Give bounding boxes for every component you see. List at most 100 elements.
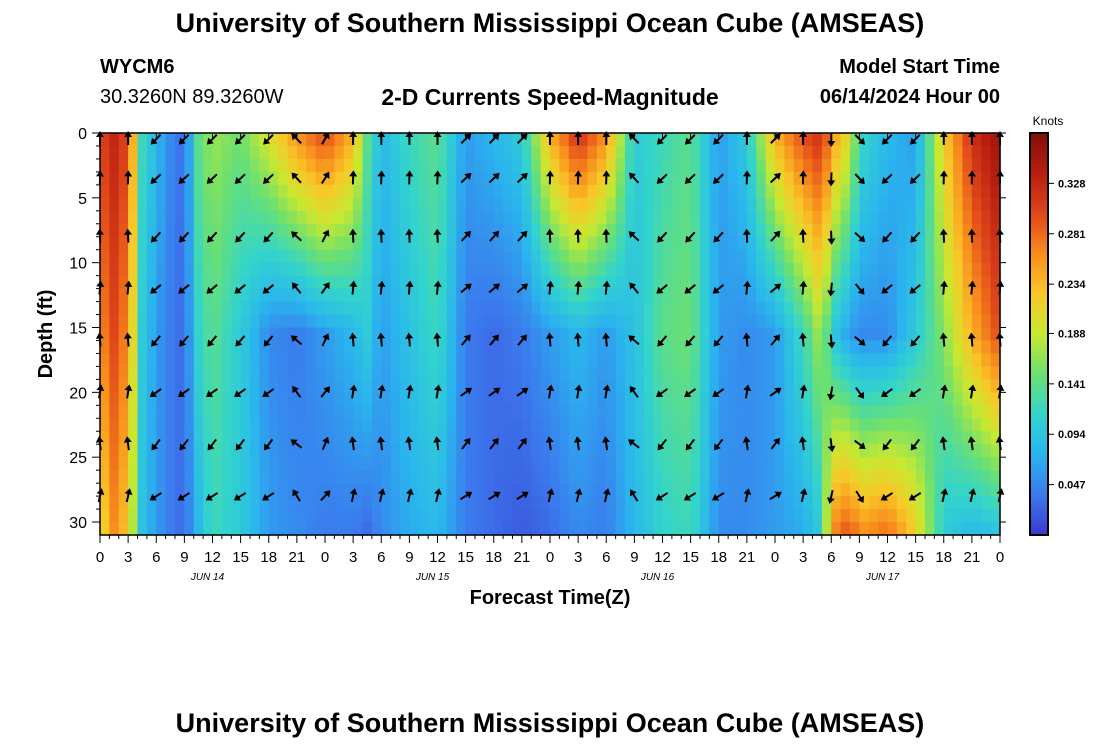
heatmap-cell [606, 444, 617, 458]
heatmap-cell [296, 392, 307, 406]
heatmap-cell [146, 353, 157, 368]
heatmap-cell [381, 366, 392, 380]
heatmap-cell [653, 288, 664, 303]
heatmap-cell [409, 444, 420, 458]
current-arrow [149, 388, 162, 398]
x-tick-label: 9 [855, 549, 863, 566]
heatmap-cell [878, 457, 889, 471]
heatmap-cell [503, 301, 514, 316]
heatmap-cell [934, 457, 945, 471]
heatmap-cell [850, 405, 860, 419]
current-arrow [546, 488, 555, 503]
heatmap-cell [193, 457, 204, 471]
heatmap-cell [184, 249, 195, 264]
heatmap-cell [400, 158, 410, 173]
heatmap-cell [250, 340, 260, 355]
heatmap-cell [728, 366, 739, 380]
heatmap-cell [850, 379, 860, 393]
heatmap-cell [175, 275, 185, 290]
heatmap-cell [296, 236, 307, 251]
heatmap-cell [671, 236, 682, 251]
heatmap-cell [390, 158, 401, 173]
heatmap-cell [409, 509, 420, 523]
current-arrow-head [826, 497, 835, 504]
heatmap-cell [287, 197, 298, 212]
heatmap-cell [896, 327, 907, 342]
heatmap-cell [859, 262, 870, 277]
current-arrow-head [463, 437, 471, 446]
heatmap-cell [746, 210, 757, 225]
heatmap-cell [990, 171, 1001, 186]
current-arrow-head [349, 384, 358, 392]
heatmap-cell [325, 158, 335, 173]
heatmap-cell [765, 509, 776, 523]
heatmap-cell [418, 314, 429, 329]
heatmap-cell [681, 444, 692, 458]
current-arrow [684, 284, 696, 294]
current-arrow [262, 173, 274, 184]
current-arrow [321, 229, 330, 243]
heatmap-cell [493, 249, 504, 264]
current-arrow-head [573, 436, 582, 443]
heatmap-cell [418, 392, 429, 406]
current-arrow-head [629, 385, 637, 394]
heatmap-cell [990, 366, 1001, 380]
heatmap-cell [306, 431, 317, 445]
heatmap-cell [878, 379, 889, 393]
current-arrow-head [178, 286, 186, 294]
date-label: JUN 14 [190, 572, 225, 583]
heatmap-cell [231, 197, 242, 212]
heatmap-cell [821, 392, 832, 406]
heatmap-cell [390, 262, 401, 277]
heatmap-cell [212, 340, 223, 355]
heatmap-cell [231, 249, 242, 264]
heatmap-cell [371, 457, 382, 471]
current-arrow [909, 134, 921, 145]
current-arrow-head [628, 439, 636, 447]
heatmap-cell [437, 171, 448, 186]
heatmap-cell [100, 457, 110, 471]
heatmap-cell [728, 353, 739, 368]
current-arrow-head [799, 280, 808, 287]
heatmap-cell [137, 483, 148, 497]
current-arrow [321, 333, 330, 347]
heatmap-cell [971, 301, 982, 316]
heatmap-cell [765, 145, 776, 160]
heatmap-cell [643, 275, 654, 290]
heatmap-cell [662, 496, 673, 510]
heatmap-cell [203, 262, 214, 277]
heatmap-cell [587, 496, 598, 510]
heatmap-cell [896, 366, 907, 380]
heatmap-cell [700, 171, 710, 186]
heatmap-cell [831, 496, 842, 510]
current-arrow [655, 492, 669, 501]
heatmap-cell [578, 314, 589, 329]
heatmap-cell [109, 197, 120, 212]
heatmap-cell [746, 509, 757, 523]
heatmap-cell [193, 405, 204, 419]
heatmap-cell [540, 184, 551, 199]
heatmap-cell [850, 392, 860, 406]
heatmap-cell [784, 418, 795, 432]
heatmap-cell [165, 327, 176, 342]
heatmap-cell [925, 197, 935, 212]
heatmap-cell [700, 470, 710, 484]
heatmap-cell [803, 470, 814, 484]
heatmap-cell [540, 483, 551, 497]
heatmap-cell [306, 262, 317, 277]
heatmap-cell [746, 431, 757, 445]
heatmap-cell [259, 314, 270, 329]
heatmap-cell [681, 470, 692, 484]
heatmap-cell [175, 444, 185, 458]
heatmap-cell [653, 509, 664, 523]
heatmap-cell [915, 327, 926, 342]
heatmap-cell [934, 327, 945, 342]
heatmap-cell [325, 275, 335, 290]
heatmap-cell [315, 431, 326, 445]
heatmap-cell [493, 133, 504, 147]
heatmap-cell [531, 444, 542, 458]
heatmap-cell [175, 223, 185, 238]
heatmap-cell [381, 327, 392, 342]
heatmap-cell [568, 301, 579, 316]
heatmap-cell [859, 496, 870, 510]
